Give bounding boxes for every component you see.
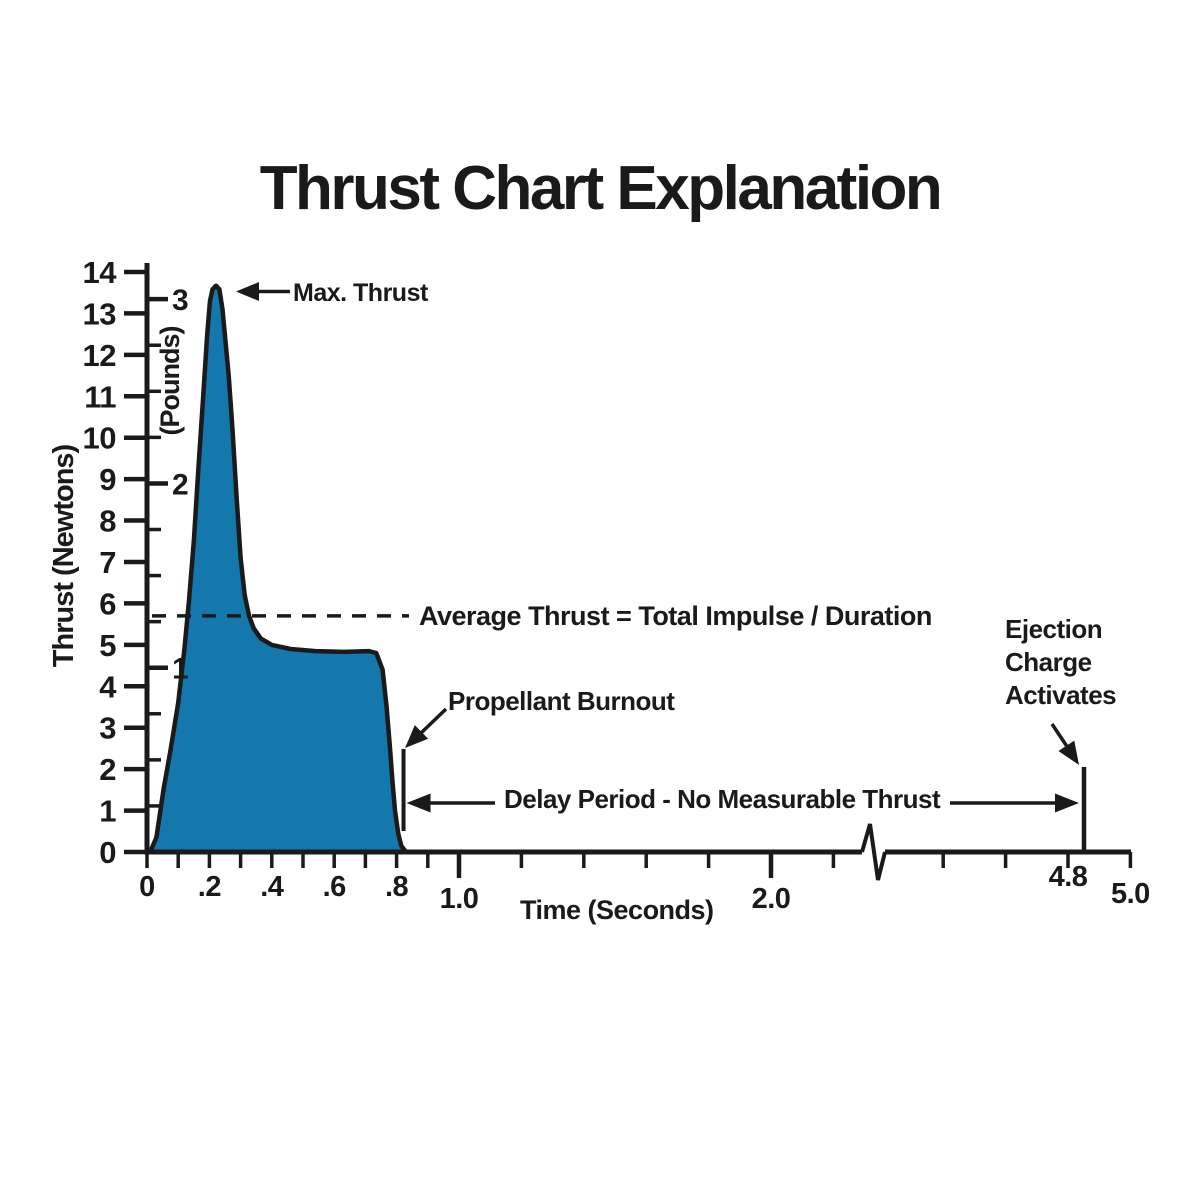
- pound-ticks: 1 2 3: [147, 284, 189, 808]
- y-axis-label-pounds: (Pounds): [155, 326, 185, 436]
- svg-text:1.0: 1.0: [440, 883, 479, 915]
- ejection-charge-line-2: Charge: [1005, 647, 1092, 677]
- svg-text:3: 3: [99, 711, 116, 746]
- average-thrust-annotation: Average Thrust = Total Impulse / Duratio…: [419, 601, 932, 631]
- svg-text:1: 1: [172, 653, 188, 686]
- ejection-charge-line-3: Activates: [1005, 680, 1117, 710]
- svg-text:3: 3: [172, 284, 188, 317]
- svg-text:2: 2: [172, 468, 188, 501]
- delay-period-arrow: [406, 793, 1079, 813]
- svg-text:9: 9: [99, 462, 116, 497]
- svg-text:.6: .6: [323, 871, 347, 903]
- svg-text:1: 1: [99, 794, 116, 829]
- svg-text:5.0: 5.0: [1111, 878, 1150, 910]
- svg-text:0: 0: [99, 835, 116, 870]
- delay-period-annotation: Delay Period - No Measurable Thrust: [504, 784, 941, 814]
- max-thrust-annotation: Max. Thrust: [293, 279, 428, 307]
- svg-text:11: 11: [84, 379, 116, 414]
- svg-text:4.8: 4.8: [1049, 861, 1088, 893]
- svg-text:.4: .4: [260, 871, 284, 903]
- svg-text:0: 0: [139, 871, 155, 903]
- propellant-burnout-annotation: Propellant Burnout: [448, 686, 675, 716]
- thrust-curve-series: [147, 283, 409, 855]
- svg-text:.2: .2: [198, 871, 221, 903]
- axis-break-squiggle: [860, 823, 887, 881]
- svg-text:2.0: 2.0: [752, 883, 791, 915]
- svg-text:14: 14: [83, 255, 118, 290]
- svg-text:6: 6: [99, 586, 116, 621]
- svg-text:8: 8: [99, 504, 116, 539]
- svg-text:7: 7: [99, 545, 116, 580]
- x-axis-label: Time (Seconds): [520, 895, 714, 925]
- svg-text:13: 13: [83, 296, 117, 331]
- svg-text:5: 5: [99, 628, 116, 663]
- max-thrust-arrow: [236, 282, 290, 301]
- ejection-charge-annotation: Ejection Charge Activates: [1005, 613, 1117, 712]
- svg-text:.8: .8: [385, 871, 409, 903]
- svg-text:2: 2: [99, 752, 116, 787]
- page-title: Thrust Chart Explanation: [259, 154, 943, 223]
- propellant-burnout-marker: [401, 707, 448, 831]
- ejection-charge-line-1: Ejection: [1005, 614, 1103, 644]
- time-ticks: 0 .2 .4 .6 .8 1.0 2.0 4.8 5.0: [139, 852, 1150, 915]
- x-axis: [144, 823, 1131, 881]
- svg-text:10: 10: [83, 421, 116, 456]
- y-axis-label-newtons: Thrust (Newtons): [48, 444, 80, 668]
- ejection-charge-marker: [1050, 723, 1087, 851]
- svg-text:12: 12: [83, 338, 116, 373]
- svg-text:4: 4: [99, 669, 117, 704]
